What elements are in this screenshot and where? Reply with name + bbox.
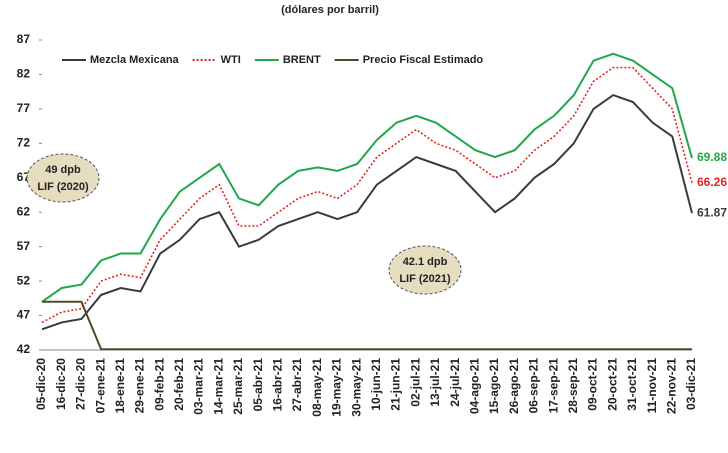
x-tick-label: 31-oct-21 xyxy=(625,358,639,411)
x-tick-label: 25-mar-21 xyxy=(231,358,245,415)
x-tick-label: 13-jul-21 xyxy=(428,358,442,407)
x-tick-label: 16-dic-20 xyxy=(54,358,68,410)
annotation-text: 49 dpb xyxy=(45,164,81,176)
y-tick-label: 62 xyxy=(17,204,31,218)
y-tick-label: 52 xyxy=(17,273,31,287)
x-tick-label: 08-may-21 xyxy=(310,358,324,417)
x-tick-label: 14-mar-21 xyxy=(211,358,225,415)
legend-label: WTI xyxy=(221,54,241,66)
line-series xyxy=(41,93,693,331)
x-tick-label: 16-abr-21 xyxy=(271,358,285,412)
x-tick-label: 18-ene-21 xyxy=(113,358,127,414)
line-series xyxy=(41,52,693,303)
x-tick-label: 09-feb-21 xyxy=(152,358,166,411)
legend-label: BRENT xyxy=(283,54,321,66)
x-tick-label: 27-dic-20 xyxy=(74,358,88,410)
end-label: 61.87 xyxy=(697,205,727,219)
y-tick-label: 87 xyxy=(17,32,31,46)
x-tick-label: 30-may-21 xyxy=(349,358,363,417)
x-tick-label: 24-jul-21 xyxy=(448,358,462,407)
x-tick-label: 26-ago-21 xyxy=(507,358,521,414)
line-series xyxy=(42,300,692,351)
y-tick-label: 77 xyxy=(17,101,31,115)
y-tick-label: 42 xyxy=(17,342,31,356)
end-label: 69.88 xyxy=(697,150,727,164)
legend-label: Precio Fiscal Estimado xyxy=(363,54,484,66)
y-tick-label: 82 xyxy=(17,67,31,81)
y-tick-label: 47 xyxy=(17,308,31,322)
x-tick-label: 09-oct-21 xyxy=(586,358,600,411)
x-tick-label: 04-ago-21 xyxy=(468,358,482,414)
chart-subtitle: (dólares por barril) xyxy=(281,4,379,16)
x-tick-label: 27-abr-21 xyxy=(290,358,304,412)
line-series xyxy=(41,66,693,324)
x-tick-label: 05-dic-20 xyxy=(34,358,48,410)
annotation-text: LIF (2021) xyxy=(399,273,451,285)
x-tick-label: 20-feb-21 xyxy=(172,358,186,411)
x-tick-label: 21-jun-21 xyxy=(389,358,403,411)
annotation-bubble xyxy=(388,245,462,295)
annotation-bubble xyxy=(26,153,100,203)
legend-label: Mezcla Mexicana xyxy=(90,54,180,66)
end-label: 66.26 xyxy=(697,175,727,189)
x-tick-label: 07-ene-21 xyxy=(93,358,107,414)
x-tick-label: 02-jul-21 xyxy=(408,358,422,407)
x-tick-label: 20-oct-21 xyxy=(605,358,619,411)
x-tick-label: 03-mar-21 xyxy=(192,358,206,415)
annotation-text: 42.1 dpb xyxy=(403,256,448,268)
x-tick-label: 03-dic-21 xyxy=(684,358,698,410)
x-tick-label: 28-sep-21 xyxy=(566,358,580,414)
x-tick-label: 22-nov-21 xyxy=(664,358,678,414)
x-tick-label: 06-sep-21 xyxy=(527,358,541,414)
x-tick-label: 15-ago-21 xyxy=(487,358,501,414)
x-tick-label: 29-ene-21 xyxy=(133,358,147,414)
x-tick-label: 05-abr-21 xyxy=(251,358,265,412)
y-tick-label: 57 xyxy=(17,239,31,253)
y-tick-label: 72 xyxy=(17,136,31,150)
x-tick-label: 19-may-21 xyxy=(330,358,344,417)
x-tick-label: 11-nov-21 xyxy=(645,358,659,414)
annotation-text: LIF (2020) xyxy=(37,181,89,193)
x-tick-label: 17-sep-21 xyxy=(546,358,560,414)
x-tick-label: 10-jun-21 xyxy=(369,358,383,411)
